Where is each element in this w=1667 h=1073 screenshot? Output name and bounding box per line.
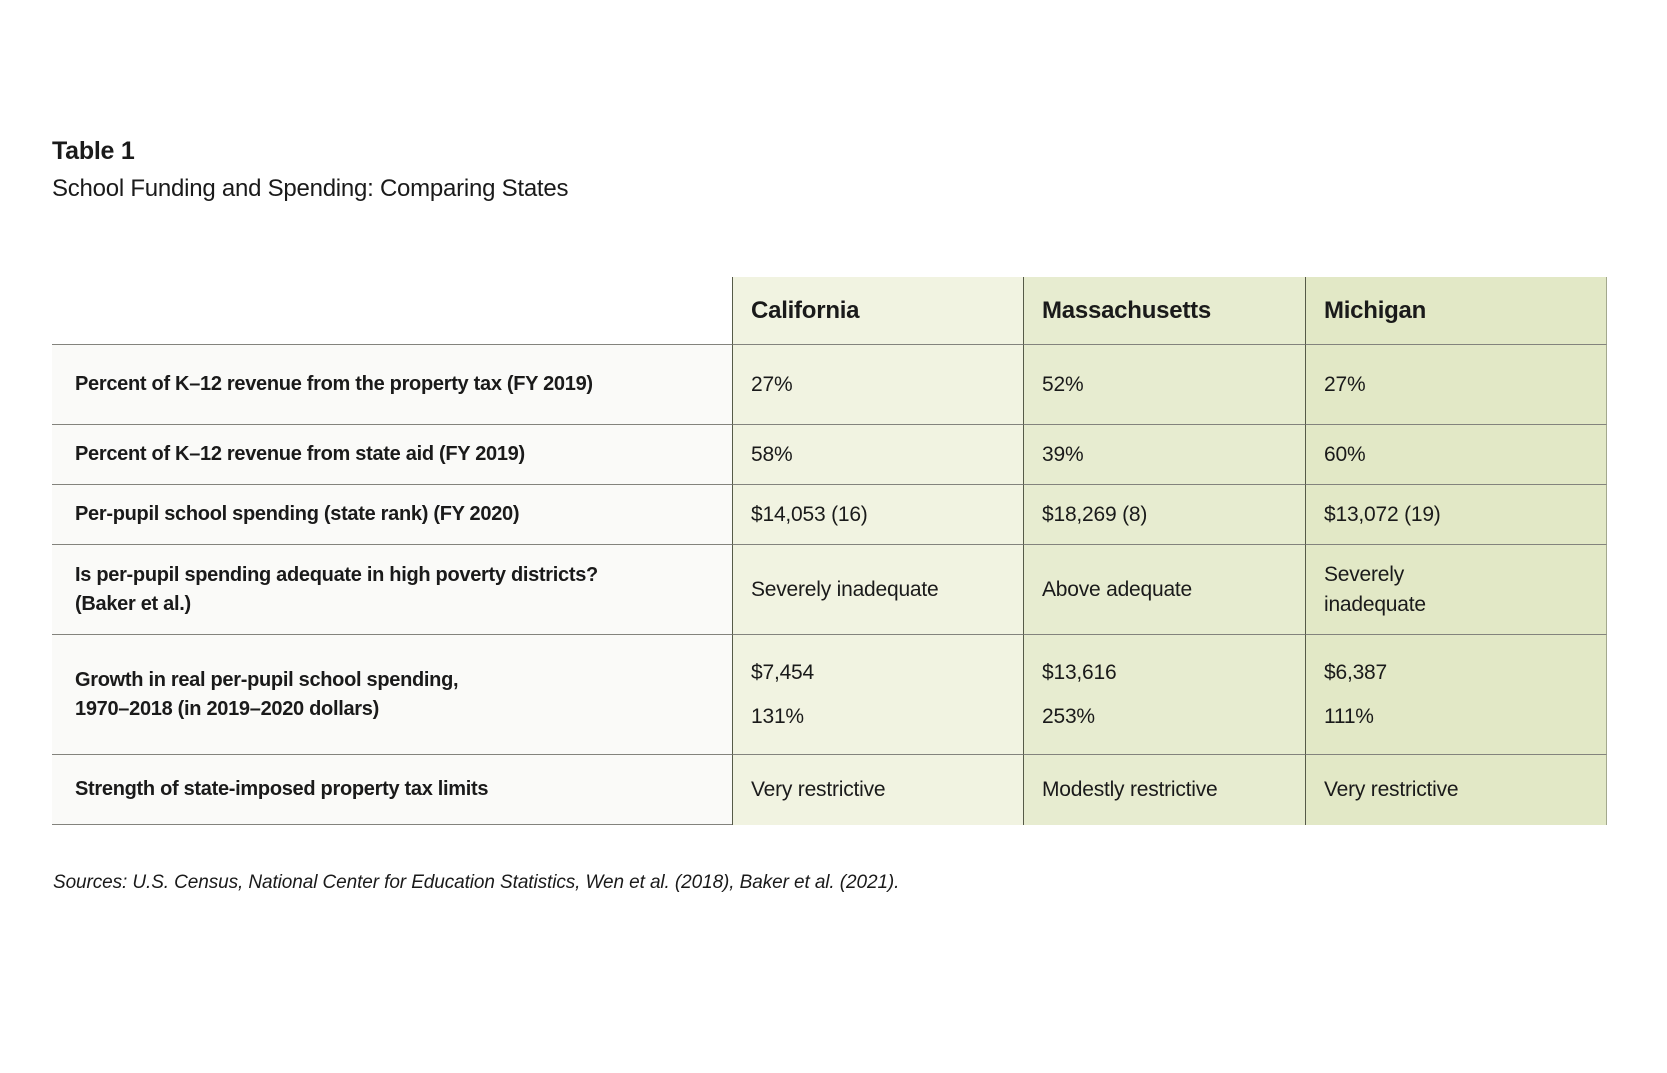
row-label-cell: Percent of K–12 revenue from state aid (… (52, 425, 732, 485)
value-cell: Above adequate (1023, 545, 1305, 635)
cell-text-line: $13,072 (19) (1324, 502, 1441, 526)
cell-text-line: 131% (751, 704, 804, 728)
cell-text-line: 60% (1324, 442, 1366, 466)
cell-text-line: Severely (1324, 563, 1405, 587)
row-label-cell: Per-pupil school spending (state rank) (… (52, 485, 732, 545)
cell-text-line: Very restrictive (751, 778, 886, 802)
value-cell: 52% (1023, 345, 1305, 425)
table-subtitle: School Funding and Spending: Comparing S… (52, 175, 569, 202)
value-cell: Very restrictive (1305, 755, 1607, 825)
value-cell: Modestly restrictive (1023, 755, 1305, 825)
cell-text-line: $6,387 (1324, 661, 1387, 685)
cell-text-line: inadequate (1324, 592, 1426, 616)
cell-text-line: Above adequate (1042, 577, 1193, 601)
cell-text-line: $13,616 (1042, 661, 1117, 685)
cell-text-line: $7,454 (751, 661, 814, 685)
cell-text-line: Growth in real per-pupil school spending… (75, 668, 459, 691)
cell-text-line: Strength of state-imposed property tax l… (75, 778, 489, 800)
sources-note: Sources: U.S. Census, National Center fo… (53, 872, 900, 893)
value-cell: $13,616 253% (1023, 635, 1305, 755)
table-title: Table 1 (52, 137, 135, 165)
cell-text-line: $18,269 (8) (1042, 502, 1148, 526)
row-label-cell: Percent of K–12 revenue from the propert… (52, 345, 732, 425)
cell-text-line: $14,053 (16) (751, 502, 868, 526)
table-corner-cell (52, 277, 732, 345)
column-header-california: California (732, 277, 1023, 345)
cell-text-line: (Baker et al.) (75, 592, 191, 615)
cell-text-line: 27% (1324, 372, 1366, 396)
value-cell: Very restrictive (732, 755, 1023, 825)
cell-text-line: Percent of K–12 revenue from the propert… (75, 373, 593, 395)
value-cell: $6,387 111% (1305, 635, 1607, 755)
row-label-cell: Strength of state-imposed property tax l… (52, 755, 732, 825)
value-cell: Severely inadequate (1305, 545, 1607, 635)
cell-text-line: 27% (751, 372, 793, 396)
value-cell: $7,454 131% (732, 635, 1023, 755)
cell-text-line: Per-pupil school spending (state rank) (… (75, 503, 520, 525)
row-label-cell: Is per-pupil spending adequate in high p… (52, 545, 732, 635)
cell-text-line: 58% (751, 442, 793, 466)
row-label-cell: Growth in real per-pupil school spending… (52, 635, 732, 755)
cell-text-line: 253% (1042, 704, 1095, 728)
cell-text-line: Severely inadequate (751, 577, 939, 601)
value-cell: 27% (1305, 345, 1607, 425)
value-cell: 58% (732, 425, 1023, 485)
value-cell: $18,269 (8) (1023, 485, 1305, 545)
cell-text-line: 111% (1324, 704, 1374, 728)
cell-text-line: Percent of K–12 revenue from state aid (… (75, 443, 525, 465)
cell-text-line: 1970–2018 (in 2019–2020 dollars) (75, 697, 379, 720)
cell-text-line: Modestly restrictive (1042, 778, 1218, 802)
cell-text-line: Very restrictive (1324, 778, 1459, 802)
cell-text-line: 52% (1042, 372, 1084, 396)
cell-text-line: Is per-pupil spending adequate in high p… (75, 563, 598, 586)
cell-text-line: 39% (1042, 442, 1084, 466)
value-cell: Severely inadequate (732, 545, 1023, 635)
column-header-michigan: Michigan (1305, 277, 1607, 345)
value-cell: 39% (1023, 425, 1305, 485)
funding-table: California Massachusetts Michigan Percent o… (52, 277, 1607, 825)
value-cell: 27% (732, 345, 1023, 425)
column-header-massachusetts: Massachusetts (1023, 277, 1305, 345)
value-cell: 60% (1305, 425, 1607, 485)
value-cell: $13,072 (19) (1305, 485, 1607, 545)
value-cell: $14,053 (16) (732, 485, 1023, 545)
